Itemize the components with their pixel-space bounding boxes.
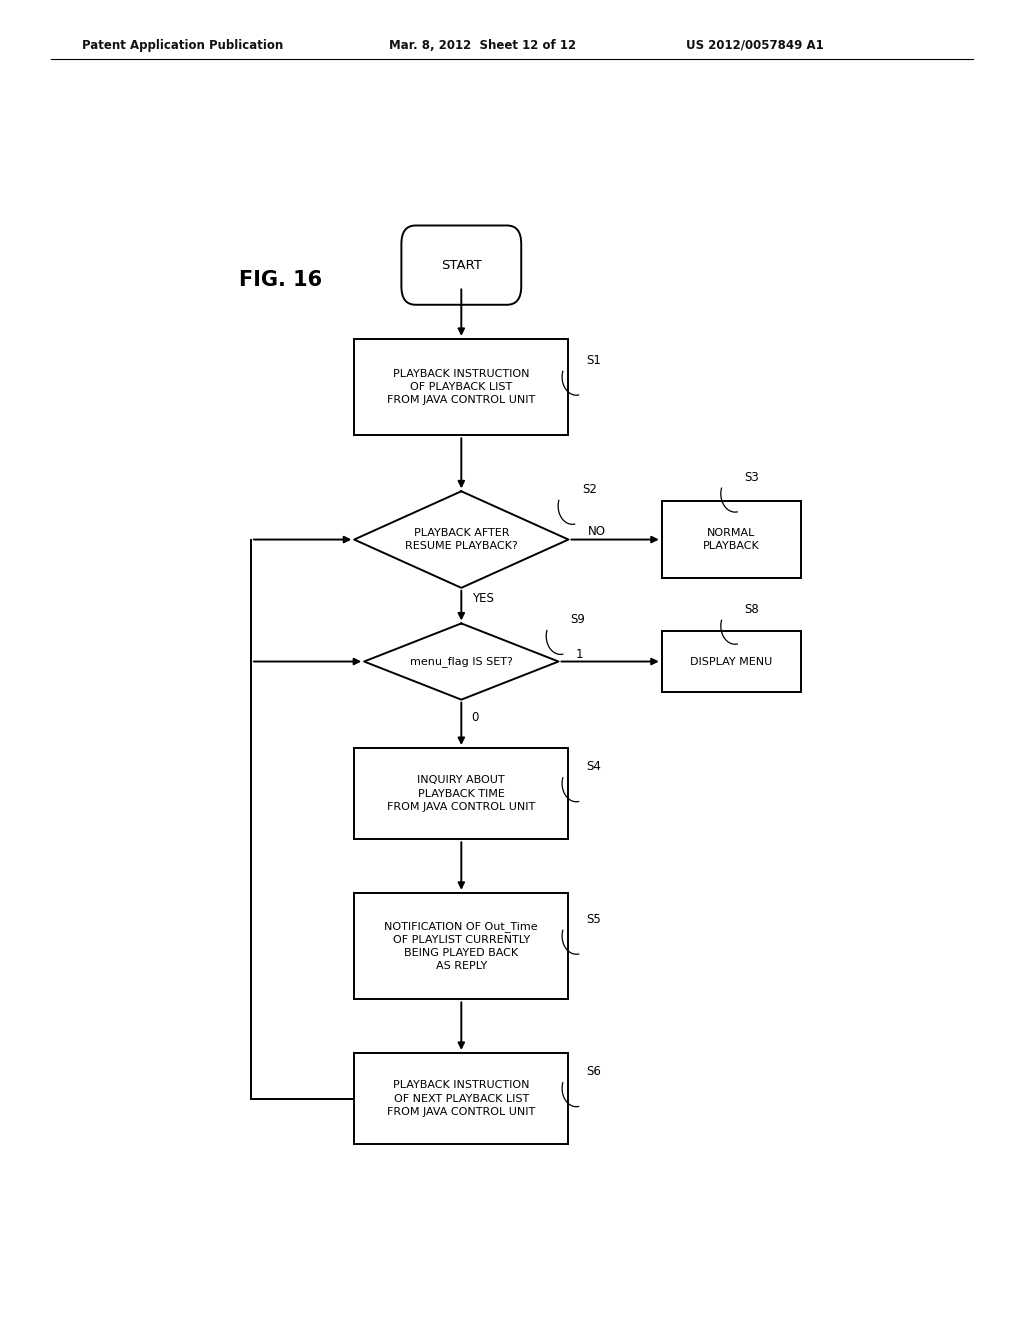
Text: S2: S2 <box>582 483 597 496</box>
Text: 1: 1 <box>575 648 584 661</box>
Text: FIG. 16: FIG. 16 <box>240 271 323 290</box>
Text: PLAYBACK INSTRUCTION
OF PLAYBACK LIST
FROM JAVA CONTROL UNIT: PLAYBACK INSTRUCTION OF PLAYBACK LIST FR… <box>387 368 536 405</box>
Text: NO: NO <box>588 525 606 539</box>
Bar <box>662 631 801 692</box>
Text: S9: S9 <box>570 612 585 626</box>
Bar <box>354 1053 568 1144</box>
Text: S3: S3 <box>744 471 760 483</box>
Text: menu_flag IS SET?: menu_flag IS SET? <box>410 656 513 667</box>
Text: S6: S6 <box>586 1065 601 1078</box>
Text: START: START <box>441 259 481 272</box>
Text: DISPLAY MENU: DISPLAY MENU <box>690 656 772 667</box>
Text: S8: S8 <box>744 603 760 615</box>
Bar <box>354 892 568 999</box>
Text: YES: YES <box>472 591 494 605</box>
Polygon shape <box>354 491 568 587</box>
Text: NOTIFICATION OF Out_Time
OF PLAYLIST CURRENTLY
BEING PLAYED BACK
AS REPLY: NOTIFICATION OF Out_Time OF PLAYLIST CUR… <box>384 921 539 972</box>
Bar <box>354 339 568 436</box>
Text: US 2012/0057849 A1: US 2012/0057849 A1 <box>686 38 824 51</box>
Text: S1: S1 <box>586 354 601 367</box>
Text: NORMAL
PLAYBACK: NORMAL PLAYBACK <box>702 528 760 552</box>
Text: 0: 0 <box>471 711 478 723</box>
Text: PLAYBACK AFTER
RESUME PLAYBACK?: PLAYBACK AFTER RESUME PLAYBACK? <box>404 528 518 550</box>
Bar <box>354 748 568 840</box>
FancyBboxPatch shape <box>401 226 521 305</box>
Text: PLAYBACK INSTRUCTION
OF NEXT PLAYBACK LIST
FROM JAVA CONTROL UNIT: PLAYBACK INSTRUCTION OF NEXT PLAYBACK LI… <box>387 1080 536 1117</box>
Text: Mar. 8, 2012  Sheet 12 of 12: Mar. 8, 2012 Sheet 12 of 12 <box>389 38 577 51</box>
Polygon shape <box>365 623 558 700</box>
Text: Patent Application Publication: Patent Application Publication <box>82 38 284 51</box>
Bar <box>662 502 801 578</box>
Text: INQUIRY ABOUT
PLAYBACK TIME
FROM JAVA CONTROL UNIT: INQUIRY ABOUT PLAYBACK TIME FROM JAVA CO… <box>387 775 536 812</box>
Text: S5: S5 <box>586 913 601 925</box>
Text: S4: S4 <box>586 760 601 774</box>
